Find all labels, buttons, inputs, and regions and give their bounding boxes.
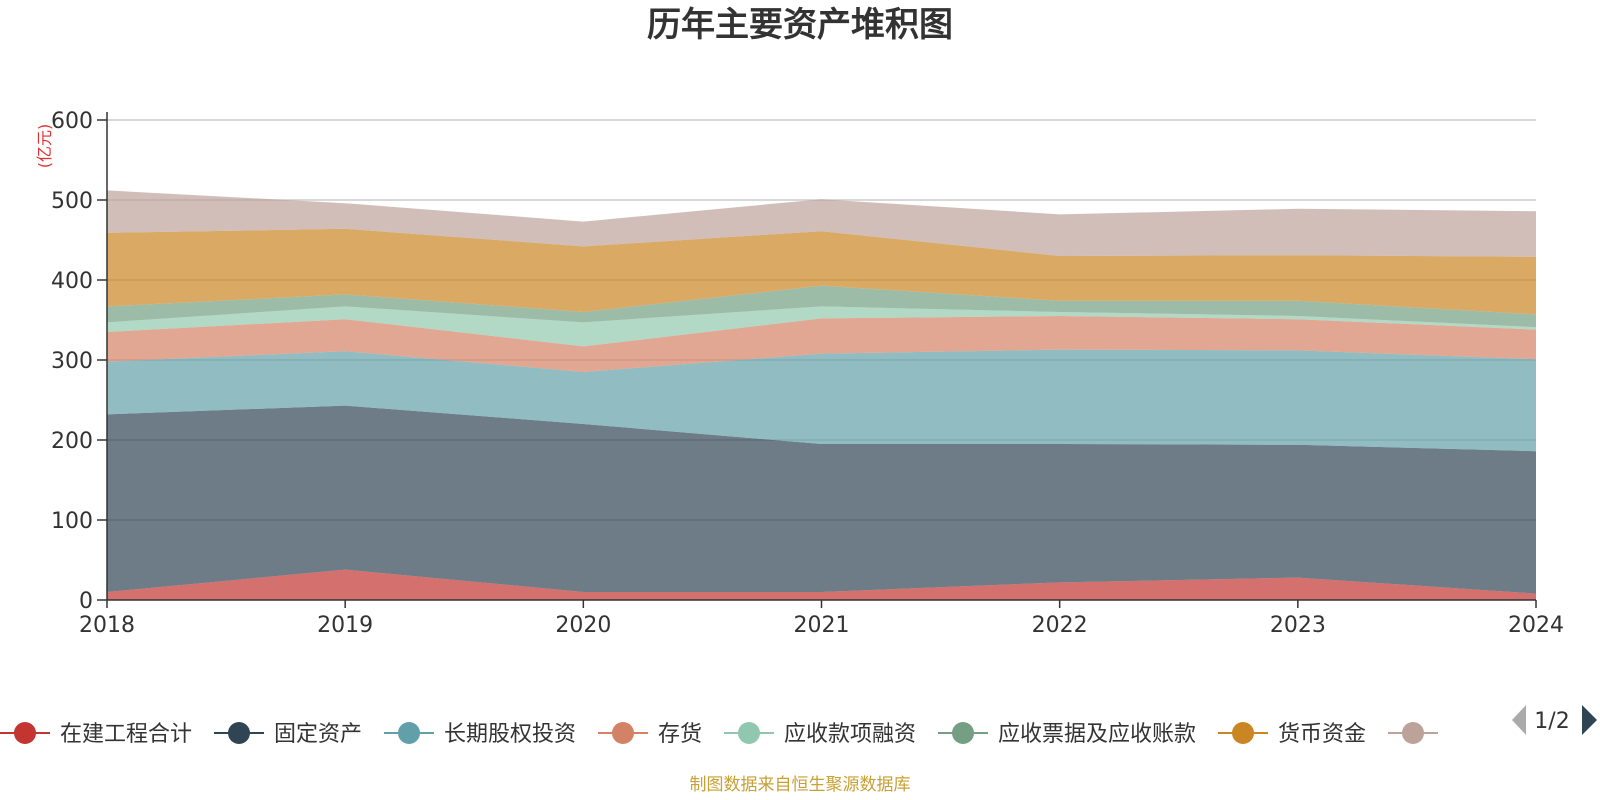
legend-prev-page-icon[interactable] [1512,705,1526,735]
x-tick-label: 2023 [1270,613,1326,638]
x-tick-label: 2020 [555,613,611,638]
legend-label: 应收票据及应收账款 [998,722,1196,747]
legend-item-7[interactable]: 货币资金 [1218,722,1366,747]
legend-item-2[interactable]: 固定资产 [214,722,362,747]
legend-next-page-icon[interactable] [1582,705,1597,735]
legend-item-3[interactable]: 长期股权投资 [384,722,576,747]
area-series-group [107,190,1536,600]
legend-item-8[interactable] [1388,722,1438,744]
legend-label: 在建工程合计 [60,722,192,747]
legend-label: 存货 [658,722,702,747]
area-series-7[interactable] [107,228,1536,315]
y-tick-label: 300 [51,349,93,374]
y-tick-label: 400 [51,269,93,294]
area-series-3[interactable] [107,349,1536,452]
legend: 在建工程合计 固定资产 长期股权投资 存货 应收款项融资 应收票据及应收账款 货币资金 [0,722,1438,747]
legend-item-4[interactable]: 存货 [598,722,702,747]
x-tick-label: 2021 [794,613,850,638]
y-tick-label: 500 [51,189,93,214]
legend-label: 货币资金 [1278,722,1366,747]
area-series-4[interactable] [107,316,1536,372]
chart-title: 历年主要资产堆积图 [647,5,953,45]
x-tick-label: 2019 [317,613,373,638]
y-tick-label: 100 [51,509,93,534]
y-tick-label: 0 [79,589,93,614]
legend-label: 应收款项融资 [784,722,916,747]
area-series-5[interactable] [107,306,1536,347]
axes: 0 100 200 300 400 500 600 2018 2019 2020 2021 2022 2… [51,109,1564,638]
area-series-6[interactable] [107,285,1536,328]
y-axis-unit: (亿元) [35,124,54,169]
data-source-note: 制图数据来自恒生聚源数据库 [690,775,911,795]
legend-label: 长期股权投资 [444,722,576,747]
area-series-2[interactable] [107,405,1536,594]
legend-item-5[interactable]: 应收款项融资 [724,722,916,747]
legend-item-1[interactable]: 在建工程合计 [0,722,192,747]
y-tick-label: 200 [51,429,93,454]
x-tick-label: 2024 [1508,613,1564,638]
legend-label: 固定资产 [274,722,362,747]
x-tick-label: 2022 [1032,613,1088,638]
legend-pager: 1/2 [1512,705,1597,735]
legend-page-indicator: 1/2 [1534,709,1569,734]
y-tick-label: 600 [51,109,93,134]
area-series-1[interactable] [107,569,1536,600]
x-tick-label: 2018 [79,613,135,638]
legend-item-6[interactable]: 应收票据及应收账款 [938,722,1196,747]
area-series-8[interactable] [107,190,1536,257]
